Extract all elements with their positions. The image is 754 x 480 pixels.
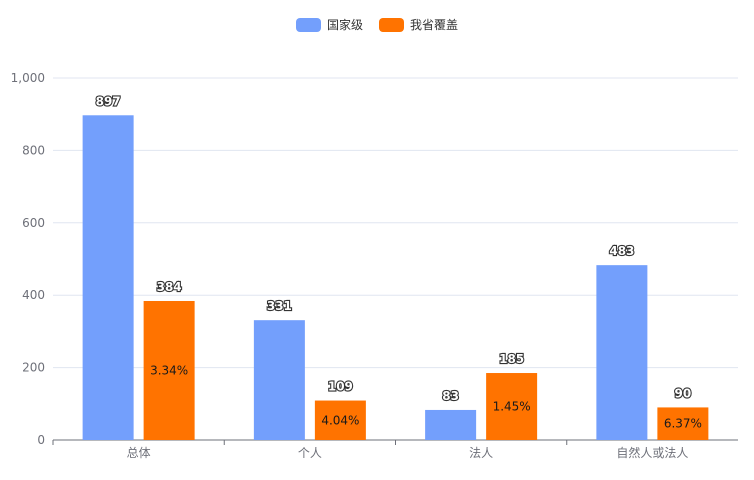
- value-label-1-0: 384: [157, 280, 182, 294]
- percent-label-1-1: 4.04%: [321, 413, 359, 427]
- legend-item-series-1[interactable]: 我省覆盖: [379, 16, 458, 33]
- y-tick-label-5: 1,000: [11, 71, 45, 85]
- value-label-0-2: 83: [442, 389, 459, 403]
- x-tick-label-3: 自然人或法人: [616, 445, 688, 460]
- y-tick-label-2: 400: [22, 288, 45, 302]
- value-label-0-3: 483: [609, 244, 634, 258]
- y-tick-label-1: 200: [22, 361, 45, 375]
- bar-1-3: [657, 407, 709, 440]
- y-tick-label-3: 600: [22, 216, 45, 230]
- y-tick-label-4: 800: [22, 143, 45, 157]
- value-label-1-1: 109: [328, 380, 353, 394]
- bar-0-1: [253, 320, 305, 440]
- bar-1-1: [314, 400, 366, 440]
- legend-swatch-series-1: [379, 17, 404, 32]
- percent-label-1-0: 3.34%: [150, 363, 188, 377]
- value-label-1-3: 90: [675, 386, 692, 400]
- x-tick-label-1: 个人: [298, 446, 322, 460]
- value-label-0-0: 897: [96, 94, 121, 108]
- value-label-0-1: 331: [267, 299, 292, 313]
- x-tick-label-2: 法人: [469, 446, 493, 460]
- chart-legend: 国家级 我省覆盖: [0, 16, 754, 33]
- percent-label-1-2: 1.45%: [493, 400, 531, 414]
- legend-label-series-1: 我省覆盖: [410, 18, 459, 32]
- bar-0-3: [596, 265, 648, 440]
- bar-1-0: [143, 300, 195, 440]
- legend-label-series-0: 国家级: [326, 18, 363, 32]
- percent-label-1-3: 6.37%: [664, 417, 702, 431]
- value-label-1-2: 185: [499, 352, 524, 366]
- legend-item-series-0[interactable]: 国家级: [295, 16, 363, 33]
- x-tick-label-0: 总体: [127, 446, 151, 460]
- legend-swatch-series-0: [295, 17, 321, 32]
- bar-1-2: [486, 373, 538, 440]
- y-tick-label-0: 0: [37, 433, 45, 447]
- bar-0-0: [82, 115, 134, 440]
- bar-0-2: [425, 409, 477, 440]
